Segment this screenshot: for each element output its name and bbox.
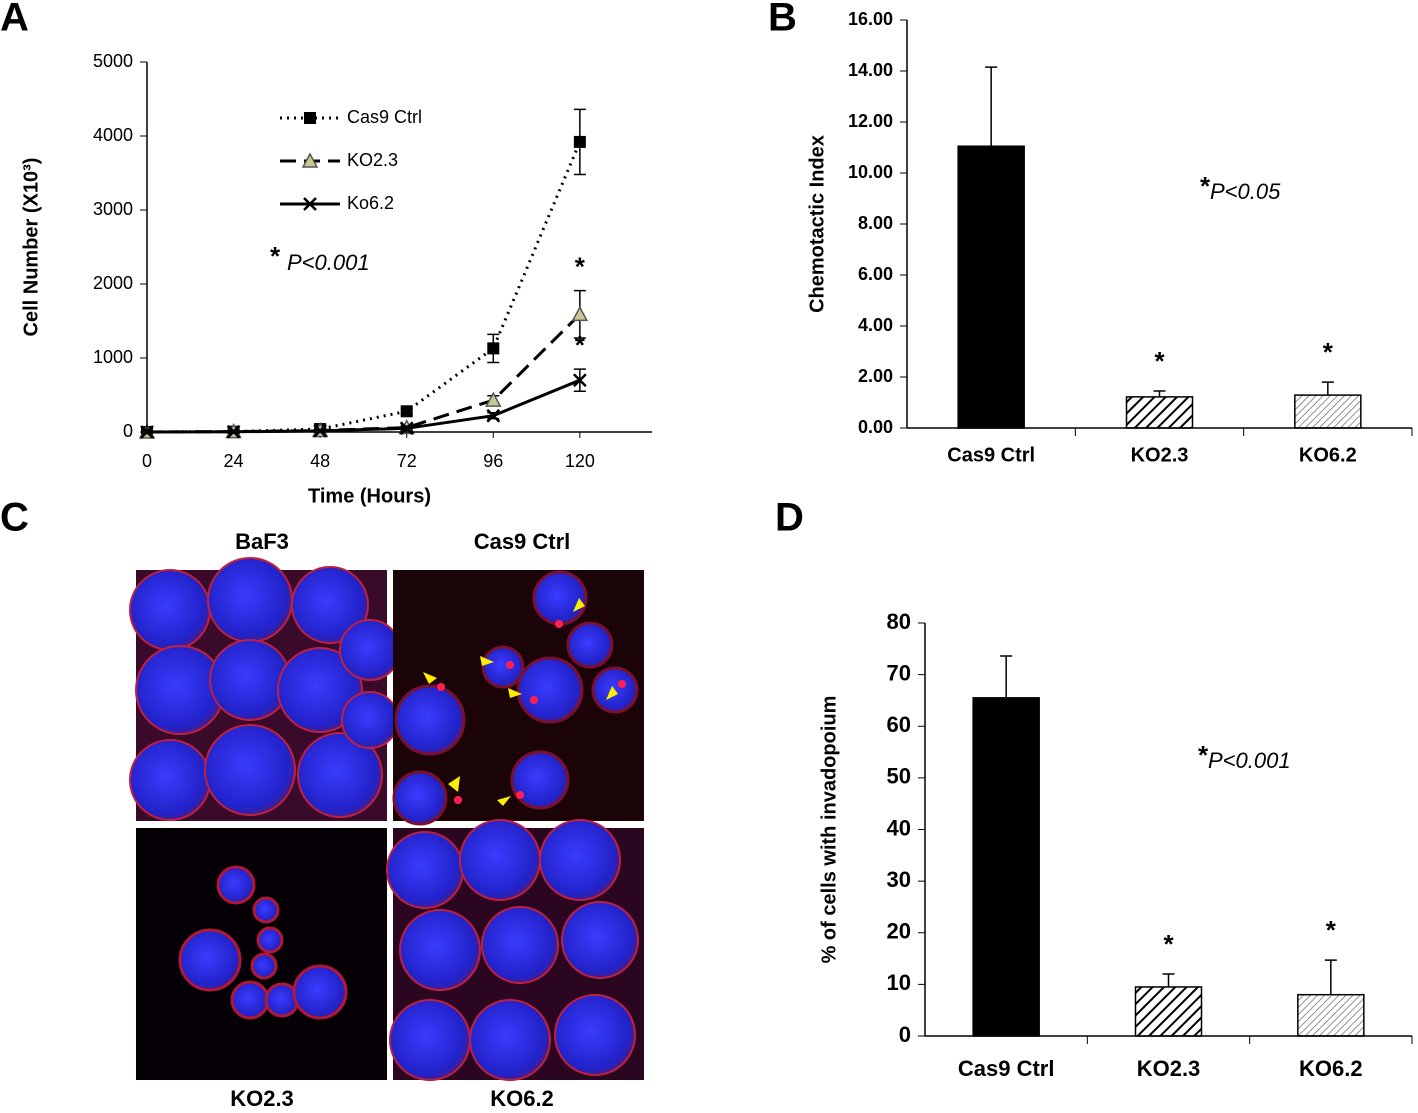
y-tick-label: 8.00 [858,213,893,233]
marker [487,342,500,355]
significance-star: * [575,252,586,282]
marker [301,152,319,168]
y-tick-label: 0.00 [858,417,893,437]
y-tick-label: 5000 [93,51,133,71]
micrograph-baf3 [129,557,401,821]
y-axis-label: % of cells with invadopoium [818,696,840,964]
error-bar [985,66,998,147]
significance-star: * [1154,346,1165,376]
marker [573,135,586,148]
x-axis-label: Time (Hours) [308,485,431,507]
y-tick-label: 10 [887,970,911,995]
y-tick-label: 12.00 [848,111,893,131]
x-tick-label: 120 [565,451,595,471]
micrograph-ko62 [386,819,644,1081]
image-label: BaF3 [235,529,289,554]
bar [957,145,1025,429]
annotation-star: * [1200,171,1211,201]
x-tick-label: 96 [483,451,503,471]
bar [1297,993,1365,1037]
bar [1125,396,1194,429]
y-tick-label: 70 [887,660,911,685]
panel-letter: A [0,0,29,40]
y-tick-label: 30 [887,867,911,892]
y-tick-label: 14.00 [848,60,893,80]
significance-star: * [575,330,586,360]
significance-star: * [1163,929,1174,959]
y-tick-label: 50 [887,764,911,789]
series-line [146,141,582,434]
marker [485,391,502,407]
y-tick-label: 16.00 [848,9,893,29]
annotation-star: * [1198,740,1209,770]
y-tick-label: 80 [887,609,911,634]
y-tick-label: 2.00 [858,366,893,386]
marker [572,373,587,388]
marker [486,408,501,423]
x-tick-label: 24 [224,451,244,471]
annotation: P<0.001 [287,250,370,275]
panel-letter: B [768,0,797,40]
y-axis-label: Chemotactic Index [806,135,828,313]
y-tick-label: 3000 [93,199,133,219]
y-tick-label: 60 [887,712,911,737]
annotation: P<0.05 [1210,179,1281,204]
y-tick-label: 4000 [93,125,133,145]
y-tick-label: 10.00 [848,162,893,182]
x-tick-label: 72 [397,451,417,471]
y-tick-label: 2000 [93,273,133,293]
x-tick-label: KO2.3 [1131,444,1189,466]
marker [304,112,316,124]
legend-label: Cas9 Ctrl [347,107,422,127]
error-bar [1321,381,1334,396]
annotation-star: * [270,241,281,271]
annotation: P<0.001 [1208,748,1291,773]
x-tick-label: KO6.2 [1299,444,1357,466]
series-line [146,378,581,434]
series-line [146,313,581,434]
legend-label: Ko6.2 [347,193,394,213]
x-tick-label: 48 [310,451,330,471]
error-bar [1000,655,1013,698]
bar [972,697,1040,1037]
y-tick-label: 4.00 [858,315,893,335]
image-label: KO2.3 [230,1086,294,1111]
image-label: KO6.2 [490,1086,554,1111]
panel-letter: D [775,496,804,540]
x-tick-label: KO6.2 [1299,1056,1363,1081]
y-tick-label: 0 [123,421,133,441]
image-label: Cas9 Ctrl [474,529,571,554]
y-tick-label: 1000 [93,347,133,367]
significance-star: * [1326,915,1337,945]
error-bar [1153,390,1166,397]
x-tick-label: 0 [142,451,152,471]
marker [303,197,317,211]
y-tick-label: 0 [899,1022,911,1047]
marker [313,424,328,438]
y-axis-label: Cell Number (X10³) [20,158,42,337]
marker [400,405,413,418]
panel-letter: C [0,496,29,540]
x-tick-label: KO2.3 [1137,1056,1201,1081]
micrograph-cas9 [392,570,644,826]
y-tick-label: 6.00 [858,264,893,284]
marker [571,305,589,322]
error-bar [1162,973,1175,987]
legend-label: KO2.3 [347,150,398,170]
bar [1134,986,1203,1037]
y-tick-label: 40 [887,815,911,840]
error-bar [1324,959,1337,995]
y-tick-label: 20 [887,919,911,944]
x-tick-label: Cas9 Ctrl [958,1056,1055,1081]
micrograph-ko23 [136,828,387,1080]
x-tick-label: Cas9 Ctrl [947,444,1035,466]
significance-star: * [1323,337,1334,367]
bar [1294,394,1362,429]
